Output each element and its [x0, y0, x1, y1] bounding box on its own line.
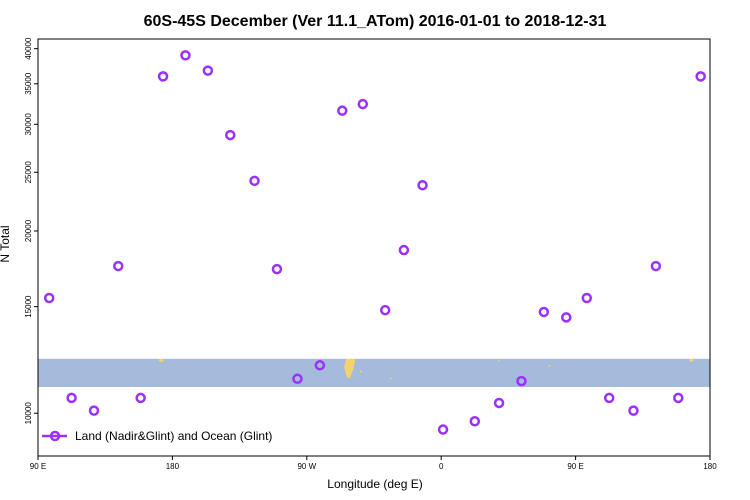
landmass-fragment: [548, 364, 551, 367]
data-point: [628, 405, 639, 416]
data-point: [379, 304, 391, 316]
y-tick-label: 35000: [24, 72, 33, 95]
x-tick-label: 90 W: [297, 462, 316, 471]
data-point: [650, 260, 662, 272]
x-tick-label: 180: [703, 462, 717, 471]
data-point: [357, 98, 369, 110]
data-point: [180, 50, 191, 61]
data-point: [538, 306, 550, 318]
data-point: [202, 65, 214, 76]
plot-frame: [37, 38, 711, 457]
data-point: [337, 105, 348, 116]
y-tick-label: 15000: [24, 295, 33, 318]
y-axis-label: N Total: [0, 225, 12, 262]
data-point: [66, 392, 77, 404]
data-point: [157, 71, 169, 82]
y-tick-label: 25000: [24, 161, 33, 184]
data-point: [398, 244, 410, 256]
y-tick-label: 40000: [24, 37, 33, 60]
data-point: [225, 129, 236, 141]
data-point: [88, 405, 100, 416]
landmass-fragment: [359, 370, 363, 373]
data-point: [314, 360, 326, 371]
data-point: [271, 263, 283, 275]
data-point: [603, 392, 615, 404]
y-tick-label: 20000: [24, 219, 33, 242]
landmass-fragment: [498, 360, 500, 362]
x-tick-label: 90 E: [30, 462, 46, 471]
x-tick-label: 0: [439, 462, 444, 471]
landmass-fragment: [389, 377, 392, 380]
chart-title: 60S-45S December (Ver 11.1_ATom) 2016-01…: [144, 13, 607, 30]
data-point: [437, 424, 449, 435]
data-point: [135, 392, 146, 404]
y-tick-label: 10000: [24, 402, 33, 425]
data-point: [43, 292, 55, 304]
data-point: [695, 71, 706, 82]
landmass-fragment: [689, 358, 694, 362]
latitude-band: [38, 358, 710, 388]
landmass-fragment: [158, 358, 164, 362]
data-point: [292, 373, 303, 385]
data-point: [561, 312, 572, 323]
landmass-south-america: [344, 358, 356, 379]
data-point: [249, 175, 260, 187]
x-axis-label: Longitude (deg E): [327, 477, 422, 491]
legend: Land (Nadir&Glint) and Ocean (Glint): [42, 429, 272, 443]
plot-area: 90 E 180 90 W 0 90 E 180 10000 15000 20000 25000 3…: [24, 37, 717, 471]
legend-marker: [49, 430, 61, 442]
data-point: [673, 392, 684, 404]
x-tick-label: 180: [166, 462, 180, 471]
data-point: [581, 292, 593, 304]
data-point: [469, 416, 481, 427]
legend-label: Land (Nadir&Glint) and Ocean (Glint): [75, 429, 272, 443]
y-tick-label: 30000: [24, 113, 33, 136]
data-point: [417, 179, 428, 191]
x-tick-label: 90 E: [567, 462, 583, 471]
data-point: [493, 397, 505, 409]
data-point: [516, 375, 527, 387]
data-point: [113, 260, 124, 272]
